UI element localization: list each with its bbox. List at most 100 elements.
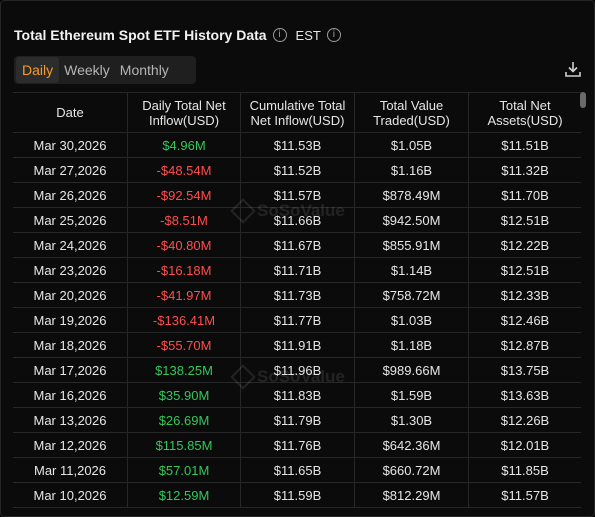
table-row[interactable]: Mar 26,2026 -$92.54M $11.57B $878.49M $11.70…	[13, 183, 581, 208]
table-row[interactable]: Mar 13,2026 $26.69M $11.79B $1.30B $12.26B	[13, 408, 581, 433]
history-table: Date Daily Total Net Inflow(USD) Cumulat…	[13, 92, 581, 516]
cell-cumulative-inflow: $11.79B	[240, 408, 354, 432]
cell-daily-inflow: $4.96M	[127, 133, 240, 157]
tab-monthly[interactable]: Monthly	[119, 62, 169, 78]
cell-date: Mar 30,2026	[33, 137, 107, 153]
cell-daily-inflow: $138.25M	[127, 358, 240, 382]
cell-date: Mar 16,2026	[33, 387, 107, 403]
cell-daily-inflow: -$16.18M	[127, 258, 240, 282]
tab-weekly[interactable]: Weekly	[64, 62, 110, 78]
cell-daily-inflow: -$8.51M	[127, 208, 240, 232]
cell-daily-inflow: -$40.80M	[127, 233, 240, 257]
cell-value-traded: $1.05B	[354, 133, 468, 157]
cell-cumulative-inflow: $11.83B	[240, 383, 354, 407]
cell-daily-inflow: -$55.70M	[127, 333, 240, 357]
cell-net-assets: $12.26B	[468, 408, 581, 432]
cell-date: Mar 24,2026	[33, 237, 107, 253]
cell-net-assets: $12.01B	[468, 433, 581, 457]
cell-value-traded: $942.50M	[354, 208, 468, 232]
tab-daily[interactable]: Daily	[16, 57, 60, 83]
table-row[interactable]: Mar 16,2026 $35.90M $11.83B $1.59B $13.63B	[13, 383, 581, 408]
cell-value-traded: $1.16B	[354, 158, 468, 182]
column-header-date[interactable]: Date	[56, 105, 84, 120]
cell-value-traded: $1.03B	[354, 308, 468, 332]
column-header-net-assets[interactable]: Total Net Assets(USD)	[468, 93, 581, 132]
table-row[interactable]: Mar 25,2026 -$8.51M $11.66B $942.50M $12.51B	[13, 208, 581, 233]
cell-daily-inflow: $35.90M	[127, 383, 240, 407]
cell-daily-inflow: -$92.54M	[127, 183, 240, 207]
cell-date: Mar 17,2026	[33, 362, 107, 378]
column-header-daily-inflow[interactable]: Daily Total Net Inflow(USD)	[127, 93, 240, 132]
cell-daily-inflow: $12.59M	[127, 483, 240, 507]
cell-date: Mar 13,2026	[33, 412, 107, 428]
table-header-row: Date Daily Total Net Inflow(USD) Cumulat…	[13, 92, 581, 133]
page-title: Total Ethereum Spot ETF History Data	[14, 27, 267, 43]
table-row[interactable]: Mar 18,2026 -$55.70M $11.91B $1.18B $12.87B	[13, 333, 581, 358]
cell-value-traded: $855.91M	[354, 233, 468, 257]
cell-cumulative-inflow: $11.91B	[240, 333, 354, 357]
cell-date: Mar 11,2026	[33, 462, 107, 478]
cell-date: Mar 18,2026	[33, 337, 107, 353]
panel-header: Total Ethereum Spot ETF History Data i E…	[14, 25, 341, 45]
cell-net-assets: $11.32B	[468, 158, 581, 182]
table-row[interactable]: Mar 27,2026 -$48.54M $11.52B $1.16B $11.32B	[13, 158, 581, 183]
cell-value-traded: $812.29M	[354, 483, 468, 507]
cell-net-assets: $12.51B	[468, 258, 581, 282]
cell-daily-inflow: $115.85M	[127, 433, 240, 457]
cell-date: Mar 12,2026	[33, 437, 107, 453]
cell-cumulative-inflow: $11.96B	[240, 358, 354, 382]
table-row[interactable]: Mar 19,2026 -$136.41M $11.77B $1.03B $12.46B	[13, 308, 581, 333]
column-header-cumulative-inflow[interactable]: Cumulative Total Net Inflow(USD)	[240, 93, 354, 132]
cell-net-assets: $12.33B	[468, 283, 581, 307]
info-icon[interactable]: i	[272, 28, 287, 42]
cell-date: Mar 26,2026	[33, 187, 107, 203]
table-scrollbar[interactable]	[580, 92, 586, 516]
table-row[interactable]: Mar 20,2026 -$41.97M $11.73B $758.72M $12.33…	[13, 283, 581, 308]
cell-net-assets: $11.70B	[468, 183, 581, 207]
cell-net-assets: $11.57B	[468, 483, 581, 507]
cell-cumulative-inflow: $11.73B	[240, 283, 354, 307]
cell-cumulative-inflow: $11.66B	[240, 208, 354, 232]
cell-date: Mar 23,2026	[33, 262, 107, 278]
cell-net-assets: $11.51B	[468, 133, 581, 157]
table-row[interactable]: Mar 11,2026 $57.01M $11.65B $660.72M $11.85B	[13, 458, 581, 483]
table-row[interactable]: Mar 10,2026 $12.59M $11.59B $812.29M $11.57B	[13, 483, 581, 508]
timezone-label: EST	[295, 27, 321, 43]
cell-date: Mar 27,2026	[33, 162, 107, 178]
table-row[interactable]: Mar 30,2026 $4.96M $11.53B $1.05B $11.51B	[13, 133, 581, 158]
cell-value-traded: $660.72M	[354, 458, 468, 482]
cell-cumulative-inflow: $11.77B	[240, 308, 354, 332]
cell-net-assets: $12.46B	[468, 308, 581, 332]
table-row[interactable]: Mar 23,2026 -$16.18M $11.71B $1.14B $12.51B	[13, 258, 581, 283]
scrollbar-thumb[interactable]	[580, 92, 586, 108]
cell-net-assets: $12.51B	[468, 208, 581, 232]
cell-value-traded: $989.66M	[354, 358, 468, 382]
table-row[interactable]: Mar 12,2026 $115.85M $11.76B $642.36M $12.01…	[13, 433, 581, 458]
cell-value-traded: $642.36M	[354, 433, 468, 457]
cell-daily-inflow: -$41.97M	[127, 283, 240, 307]
cell-net-assets: $12.87B	[468, 333, 581, 357]
cell-daily-inflow: $57.01M	[127, 458, 240, 482]
cell-value-traded: $878.49M	[354, 183, 468, 207]
cell-daily-inflow: -$48.54M	[127, 158, 240, 182]
table-row[interactable]: Mar 24,2026 -$40.80M $11.67B $855.91M $12.22…	[13, 233, 581, 258]
cell-cumulative-inflow: $11.59B	[240, 483, 354, 507]
cell-cumulative-inflow: $11.67B	[240, 233, 354, 257]
cell-net-assets: $11.85B	[468, 458, 581, 482]
cell-daily-inflow: $26.69M	[127, 408, 240, 432]
cell-cumulative-inflow: $11.57B	[240, 183, 354, 207]
cell-cumulative-inflow: $11.71B	[240, 258, 354, 282]
download-icon[interactable]	[564, 60, 582, 78]
cell-net-assets: $12.22B	[468, 233, 581, 257]
cell-value-traded: $758.72M	[354, 283, 468, 307]
cell-date: Mar 20,2026	[33, 287, 107, 303]
column-header-value-traded[interactable]: Total Value Traded(USD)	[354, 93, 468, 132]
cell-net-assets: $13.75B	[468, 358, 581, 382]
cell-net-assets: $13.63B	[468, 383, 581, 407]
cell-cumulative-inflow: $11.76B	[240, 433, 354, 457]
timezone-info-icon[interactable]: i	[326, 28, 341, 42]
table-row[interactable]: Mar 17,2026 $138.25M $11.96B $989.66M $13.75…	[13, 358, 581, 383]
cell-daily-inflow: -$136.41M	[127, 308, 240, 332]
cell-value-traded: $1.18B	[354, 333, 468, 357]
